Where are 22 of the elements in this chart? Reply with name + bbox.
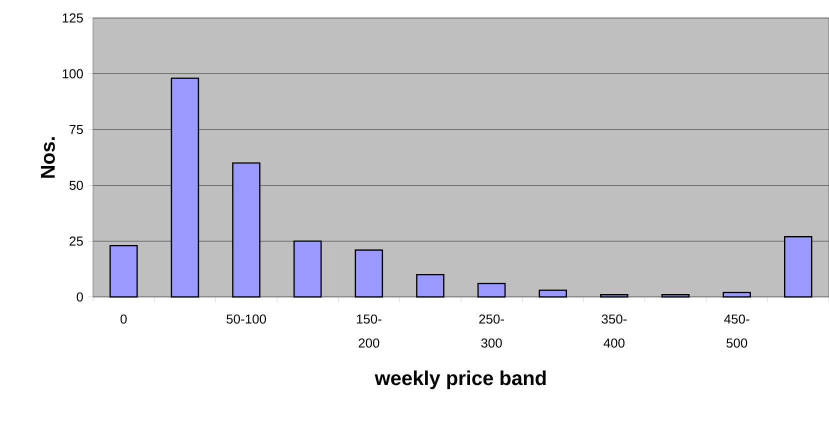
x-tick-label: 0 (120, 314, 127, 324)
y-tick-label: 25 (70, 236, 83, 246)
bar (477, 282, 506, 298)
y-tick-label: 50 (70, 180, 83, 190)
bar (416, 274, 444, 298)
x-tick-label: 150-200 (356, 314, 382, 348)
x-tick-label: 50-100 (226, 314, 266, 324)
bar (538, 290, 568, 298)
bar (354, 249, 384, 298)
x-tick-label: 450-500 (724, 314, 750, 348)
bar (661, 294, 690, 298)
bar (109, 245, 138, 298)
y-tick-label: 100 (62, 69, 83, 78)
y-tick-label: 125 (62, 13, 83, 23)
x-axis-title: weekly price band (374, 370, 546, 390)
y-tick-label: 75 (70, 125, 83, 134)
x-tick-label: 250-300 (479, 314, 504, 348)
y-axis-title: Nos. (40, 137, 55, 178)
y-tick-label: 0 (76, 292, 83, 302)
x-tick-label: 350-400 (602, 314, 627, 348)
bar (722, 292, 751, 298)
bar (600, 294, 628, 298)
